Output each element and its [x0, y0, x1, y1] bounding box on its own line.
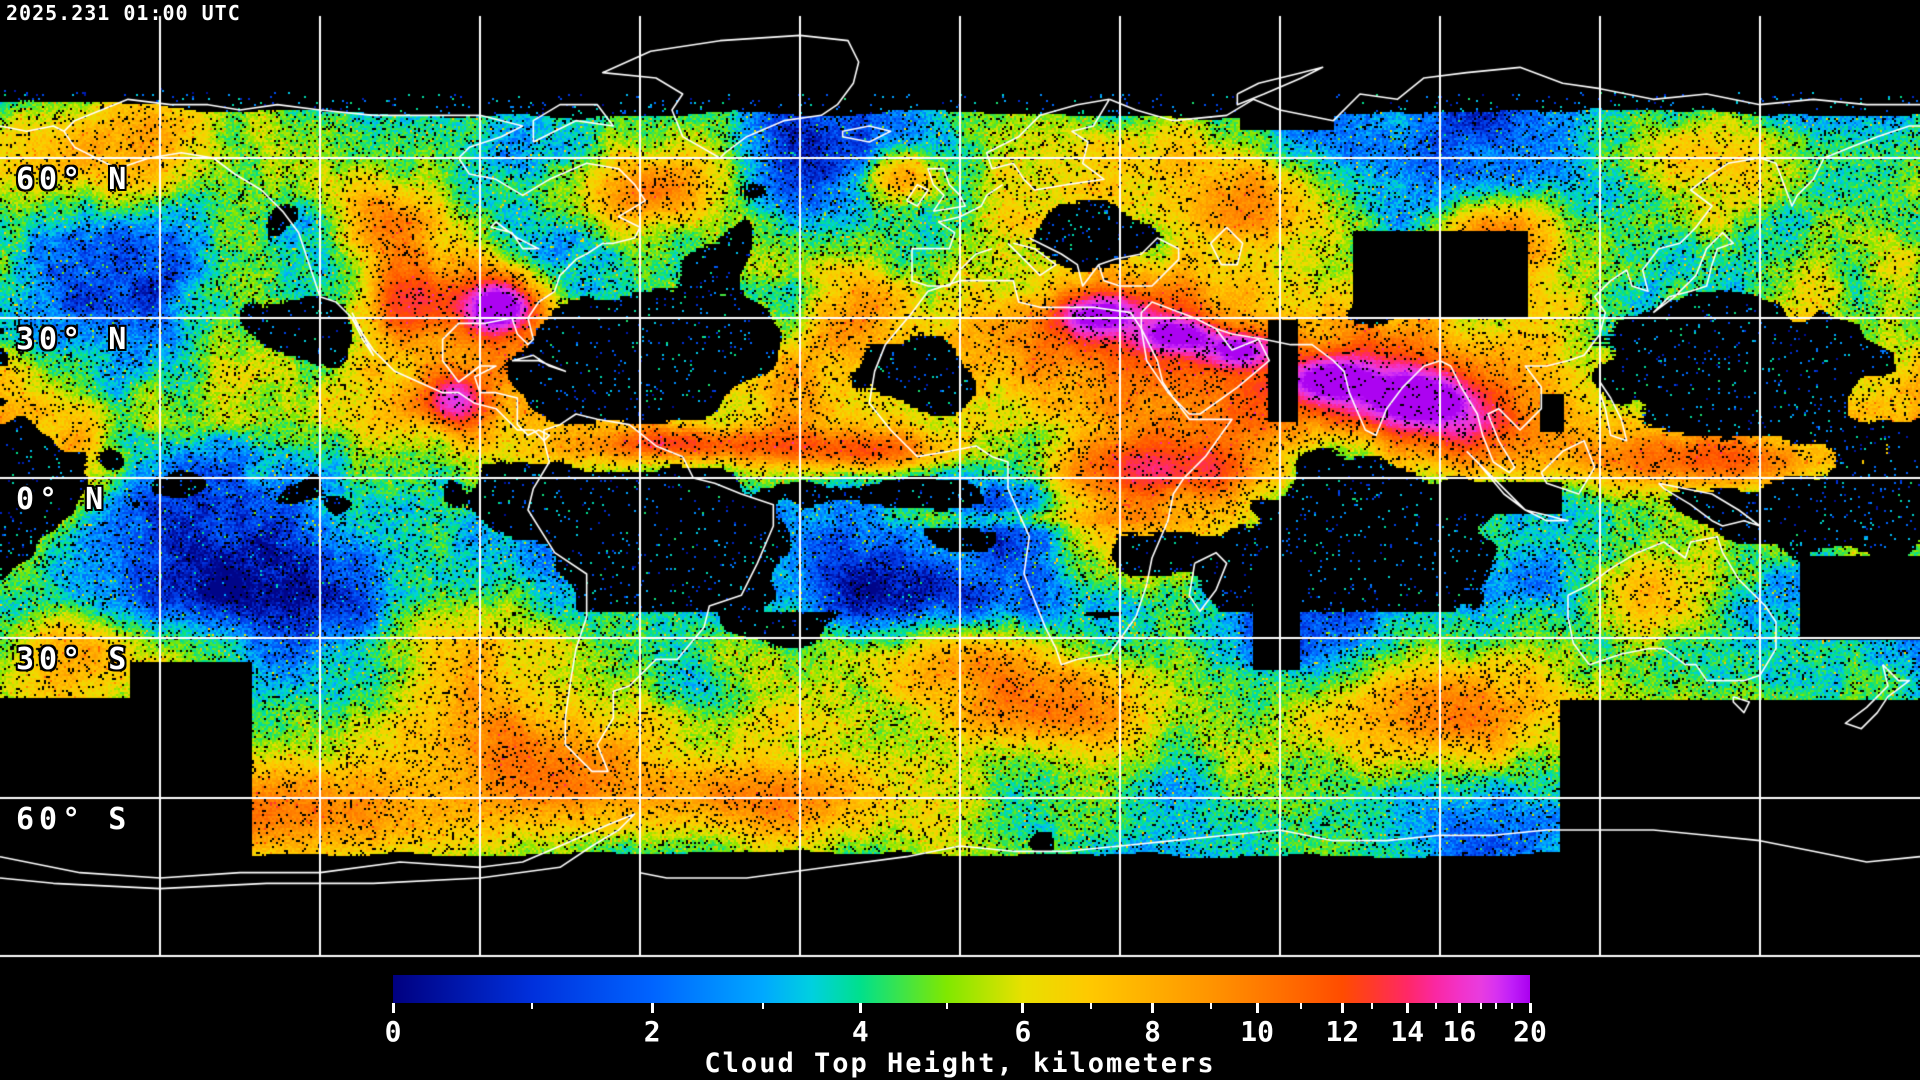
latitude-label: 60° S [16, 802, 132, 837]
colorbar-minor-tick [762, 1003, 764, 1009]
colorbar-minor-tick [1480, 1003, 1482, 1009]
latitude-label: 30° S [16, 642, 132, 677]
colorbar-tick-label: 16 [1442, 1015, 1477, 1048]
colorbar-major-tick [859, 1003, 862, 1013]
colorbar-tick-label: 8 [1144, 1015, 1161, 1048]
colorbar-major-tick [1458, 1003, 1461, 1013]
timestamp: 2025.231 01:00 UTC [6, 1, 241, 25]
latitude-label: 30° N [16, 322, 132, 357]
colorbar-minor-tick [1495, 1003, 1497, 1009]
colorbar-tick-label: 14 [1390, 1015, 1425, 1048]
colorbar-tick-label: 6 [1014, 1015, 1032, 1048]
latitude-label: 0° N [16, 482, 109, 517]
latitude-label: 60° N [16, 162, 132, 197]
colorbar-major-tick [1021, 1003, 1024, 1013]
colorbar-title: Cloud Top Height, kilometers [704, 1048, 1216, 1079]
colorbar-tick-label: 2 [643, 1015, 661, 1048]
colorbar-gradient [393, 975, 1530, 1003]
colorbar-major-tick [392, 1003, 395, 1013]
colorbar-major-tick [1256, 1003, 1259, 1013]
colorbar-minor-tick [1435, 1003, 1437, 1009]
colorbar-major-tick [651, 1003, 654, 1013]
colorbar-major-tick [1529, 1003, 1532, 1013]
colorbar-minor-tick [1371, 1003, 1373, 1009]
colorbar-tick-label: 4 [851, 1015, 869, 1048]
colorbar-tick-label: 12 [1325, 1015, 1360, 1048]
colorbar-minor-tick [1210, 1003, 1212, 1009]
colorbar-major-tick [1151, 1003, 1154, 1013]
colorbar-major-tick [1406, 1003, 1409, 1013]
colorbar-minor-tick [531, 1003, 533, 1009]
colorbar-minor-tick [1300, 1003, 1302, 1009]
colorbar: 0 2 4 6 8 10 12 14 16 20 [385, 975, 1547, 1048]
colorbar-tick-label: 0 [384, 1015, 402, 1048]
colorbar-tick-label: 20 [1513, 1015, 1547, 1048]
colorbar-tick-label: 10 [1240, 1015, 1274, 1048]
colorbar-minor-tick [946, 1003, 948, 1009]
colorbar-minor-tick [1090, 1003, 1092, 1009]
colorbar-minor-tick [1511, 1003, 1513, 1009]
colorbar-major-tick [1341, 1003, 1344, 1013]
